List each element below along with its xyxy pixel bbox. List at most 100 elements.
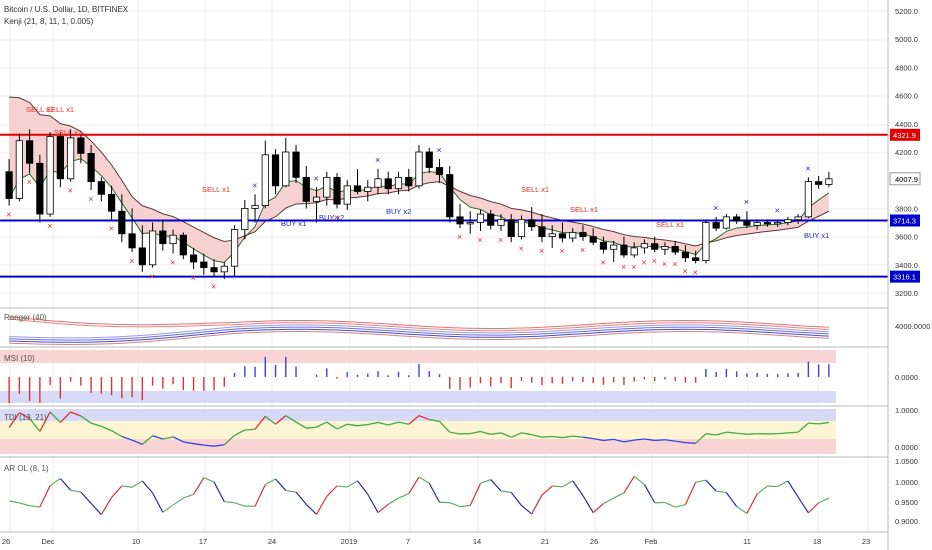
- candle-body: [579, 231, 587, 237]
- candle-body: [87, 153, 95, 183]
- sell-cross-marker: ×: [170, 258, 175, 268]
- tdi-segment: [19, 412, 30, 420]
- sell-cross-marker: ×: [457, 232, 462, 242]
- msi-upper-band: [0, 350, 836, 363]
- sell-signal-label: SELL x1: [46, 105, 74, 114]
- tdi-segment: [152, 435, 164, 440]
- candle-body: [364, 186, 372, 192]
- candle-body: [333, 176, 341, 205]
- price-axis[interactable]: 5200.0 5000.0 4800.0 4600.0 4400.0 4200.0 3800…: [889, 7, 921, 298]
- candle-body: [466, 222, 474, 225]
- candle-body: [282, 151, 290, 187]
- tdi-middle-band: [0, 421, 836, 439]
- candle-body: [179, 234, 187, 256]
- last-price-tag: 4007.9: [895, 175, 918, 184]
- arol-segment: [777, 480, 789, 488]
- arol-segment: [305, 503, 317, 515]
- tdi-label: TDI (13, 21): [4, 413, 47, 422]
- price-tick: 3800.0: [895, 204, 918, 213]
- tdi-segment: [172, 436, 184, 443]
- candle-body: [312, 196, 321, 202]
- candle-body: [46, 136, 54, 215]
- tdi-segment: [541, 435, 553, 438]
- candle-body: [712, 222, 720, 229]
- candle-body: [815, 181, 823, 185]
- tdi-segment: [634, 438, 645, 441]
- candle-body: [456, 216, 464, 225]
- tdi-segment: [808, 422, 819, 425]
- price-tick: 3200.0: [895, 289, 918, 298]
- price-tag-bg: [890, 270, 920, 283]
- sell-cross-marker: ×: [641, 258, 646, 268]
- arol-segment: [592, 503, 604, 514]
- sell-signal-label: SELL x1: [202, 185, 230, 194]
- candle-body: [435, 167, 444, 175]
- tdi-segment: [131, 439, 143, 445]
- arol-segment: [541, 485, 553, 496]
- arol-segment: [29, 505, 40, 508]
- tdi-segment: [439, 420, 451, 433]
- candle-body: [681, 251, 690, 259]
- tdi-segment: [787, 431, 799, 434]
- candle-body: [589, 236, 597, 243]
- ranger-label: Ranger (40): [4, 313, 47, 322]
- arol-segment: [39, 485, 51, 508]
- price-tick: 4400.0: [895, 120, 918, 129]
- sell-cross-marker: ×: [652, 256, 657, 266]
- sell-cross-marker: ×: [6, 210, 11, 220]
- sell-cross-marker: ×: [150, 272, 155, 282]
- buy-cross-marker: ×: [713, 203, 718, 213]
- sell-cross-marker: ×: [631, 262, 636, 272]
- tdi-line: [8, 411, 829, 447]
- sell-signal-label: SELL x1: [656, 220, 684, 229]
- candle-body: [97, 181, 105, 195]
- tdi-segment: [244, 428, 256, 431]
- arol-segment: [172, 497, 184, 506]
- tdi-segment: [644, 438, 655, 442]
- arol-segment: [664, 501, 676, 508]
- time-tick: 23: [862, 537, 870, 546]
- tdi-segment: [797, 422, 809, 433]
- candle-body: [67, 137, 75, 180]
- price-tag-bg: [890, 128, 920, 141]
- price-tag-text: 3714.3: [893, 216, 916, 225]
- candle-body: [169, 234, 177, 245]
- tdi-segment: [500, 432, 512, 438]
- arol-axis-tick: 1.0000: [895, 478, 918, 487]
- candle-body: [517, 219, 526, 237]
- sell-signal-label: SELL x1: [26, 105, 54, 114]
- arol-segment: [716, 490, 727, 494]
- tdi-lower-band: [0, 439, 836, 454]
- candle-body: [241, 207, 249, 230]
- msi-lower-band: [0, 391, 836, 403]
- candle-body: [630, 247, 638, 256]
- level-price-tag: 3714.3: [890, 214, 920, 227]
- candle-body: [425, 151, 433, 168]
- tdi-segment: [59, 411, 72, 423]
- candle-body: [763, 222, 771, 225]
- tdi-segment: [715, 431, 727, 436]
- tdi-segment: [388, 421, 399, 426]
- time-axis[interactable]: 26 Dec 10 17 24 2019 7 14 21 26 Feb 11 18 23: [2, 537, 870, 546]
- ranger-band: [9, 316, 829, 329]
- tdi-segment: [777, 432, 788, 435]
- candle-body: [353, 185, 362, 192]
- tdi-segment: [101, 425, 112, 432]
- candle-body: [671, 246, 679, 253]
- time-tick: 26: [590, 537, 598, 546]
- candle-body: [558, 233, 567, 239]
- arol-segment: [377, 503, 389, 514]
- pane-separators: [0, 0, 889, 550]
- candle-body: [36, 162, 44, 215]
- candle-body: [118, 210, 126, 235]
- arol-segment: [675, 504, 686, 508]
- candle-body: [374, 178, 382, 188]
- arol-segment: [111, 485, 123, 498]
- candle-body: [159, 230, 167, 245]
- candle-body: [138, 247, 146, 266]
- arol-segment: [162, 504, 174, 513]
- arol-segment: [285, 489, 297, 493]
- candle-body: [692, 257, 700, 261]
- arol-segment: [295, 491, 307, 505]
